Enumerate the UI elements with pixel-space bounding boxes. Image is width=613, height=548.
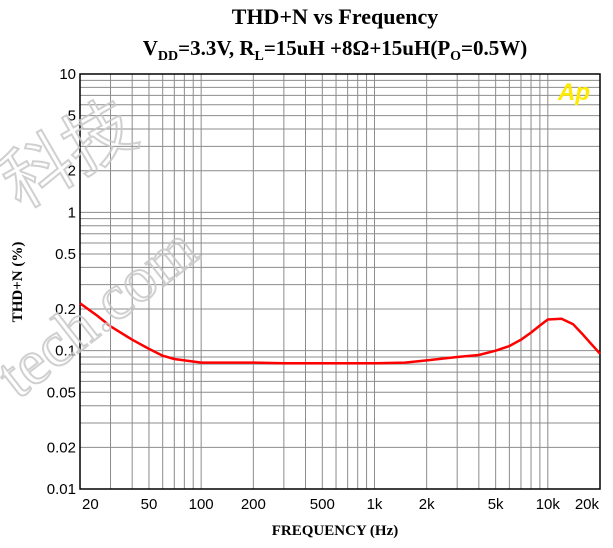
x-tick-label: 2k [419, 496, 435, 513]
y-tick-label: 5 [68, 108, 76, 125]
x-tick-label: 20k [575, 496, 600, 513]
y-tick-labels: 10 5 2 1 0.5 0.2 0.1 0.05 0.02 0.01 [47, 66, 76, 498]
x-tick-label: 1k [367, 496, 383, 513]
x-tick-label: 10k [536, 496, 561, 513]
x-tick-label: 5k [488, 496, 504, 513]
x-tick-label: 500 [310, 496, 335, 513]
chart-title: THD+N vs Frequency [232, 4, 438, 29]
y-tick-label: 2 [68, 163, 76, 180]
y-tick-label: 10 [59, 66, 76, 83]
series-group [79, 302, 601, 365]
y-tick-label: 0.1 [55, 343, 76, 360]
ap-logo: Ap [557, 79, 590, 106]
x-tick-label: 50 [141, 496, 158, 513]
x-tick-labels: 20 50 100 200 500 1k 2k 5k 10k 20k [82, 496, 599, 513]
grid-lines [79, 73, 601, 490]
series-line [79, 302, 601, 365]
x-tick-label: 200 [241, 496, 266, 513]
y-tick-label: 0.2 [55, 301, 76, 318]
y-tick-label: 0.5 [55, 246, 76, 263]
chart-subtitle: VDD=3.3V, RL=15uH +8Ω+15uH(PO=0.5W) [143, 36, 528, 64]
x-axis-label: FREQUENCY (Hz) [272, 523, 399, 539]
x-tick-label: 20 [82, 496, 99, 513]
y-tick-label: 0.05 [47, 384, 76, 401]
y-tick-label: 1 [68, 204, 76, 221]
plot-area [80, 74, 600, 489]
x-tick-label: 100 [189, 496, 214, 513]
y-axis-label: THD+N (%) [10, 242, 26, 323]
y-tick-label: 0.02 [47, 439, 76, 456]
plot-border [79, 73, 601, 490]
y-tick-label: 0.01 [47, 481, 76, 498]
